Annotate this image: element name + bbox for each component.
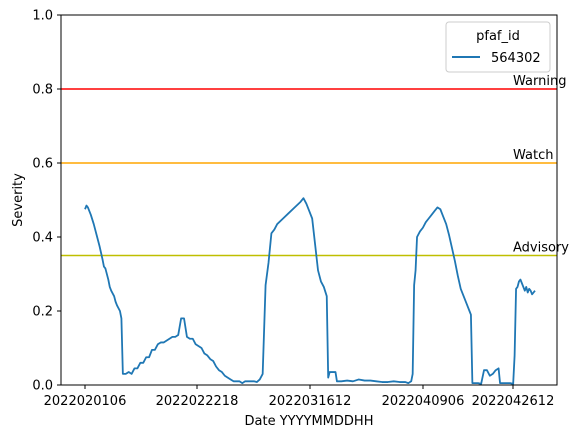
x-axis: 2022020106 2022022218 2022031612 2022040906…	[44, 385, 555, 409]
legend-title: pfaf_id	[476, 29, 520, 44]
x-tick-label: 2022020106	[44, 394, 127, 409]
legend: pfaf_id 564302	[445, 21, 551, 73]
plot-area	[61, 15, 557, 385]
y-tick-label: 0.8	[32, 83, 53, 98]
y-tick-label: 1.0	[32, 9, 53, 24]
x-axis-label: Date YYYYMMDDHH	[245, 414, 374, 429]
legend-box	[445, 21, 551, 73]
x-tick-label: 2022022218	[156, 394, 239, 409]
x-tick-label: 2022042612	[472, 394, 555, 409]
x-tick-label: 2022040906	[382, 394, 465, 409]
threshold-label-watch: Watch	[513, 148, 553, 163]
series-layer	[84, 197, 536, 385]
series-line-564302	[84, 197, 536, 385]
y-tick-label: 0.0	[32, 379, 53, 394]
y-tick-label: 0.6	[32, 157, 53, 172]
y-axis: 0.0 0.2 0.4 0.6 0.8 1.0	[32, 9, 61, 394]
threshold-label-advisory: Advisory	[513, 241, 569, 256]
legend-entry-label: 564302	[491, 51, 541, 66]
threshold-label-warning: Warning	[513, 74, 566, 89]
y-axis-label: Severity	[11, 173, 26, 227]
plot-frame	[60, 14, 558, 386]
y-tick-label: 0.4	[32, 231, 53, 246]
x-tick-label: 2022031612	[269, 394, 352, 409]
y-tick-label: 0.2	[32, 305, 53, 320]
threshold-lines: Warning Watch Advisory	[61, 74, 569, 257]
